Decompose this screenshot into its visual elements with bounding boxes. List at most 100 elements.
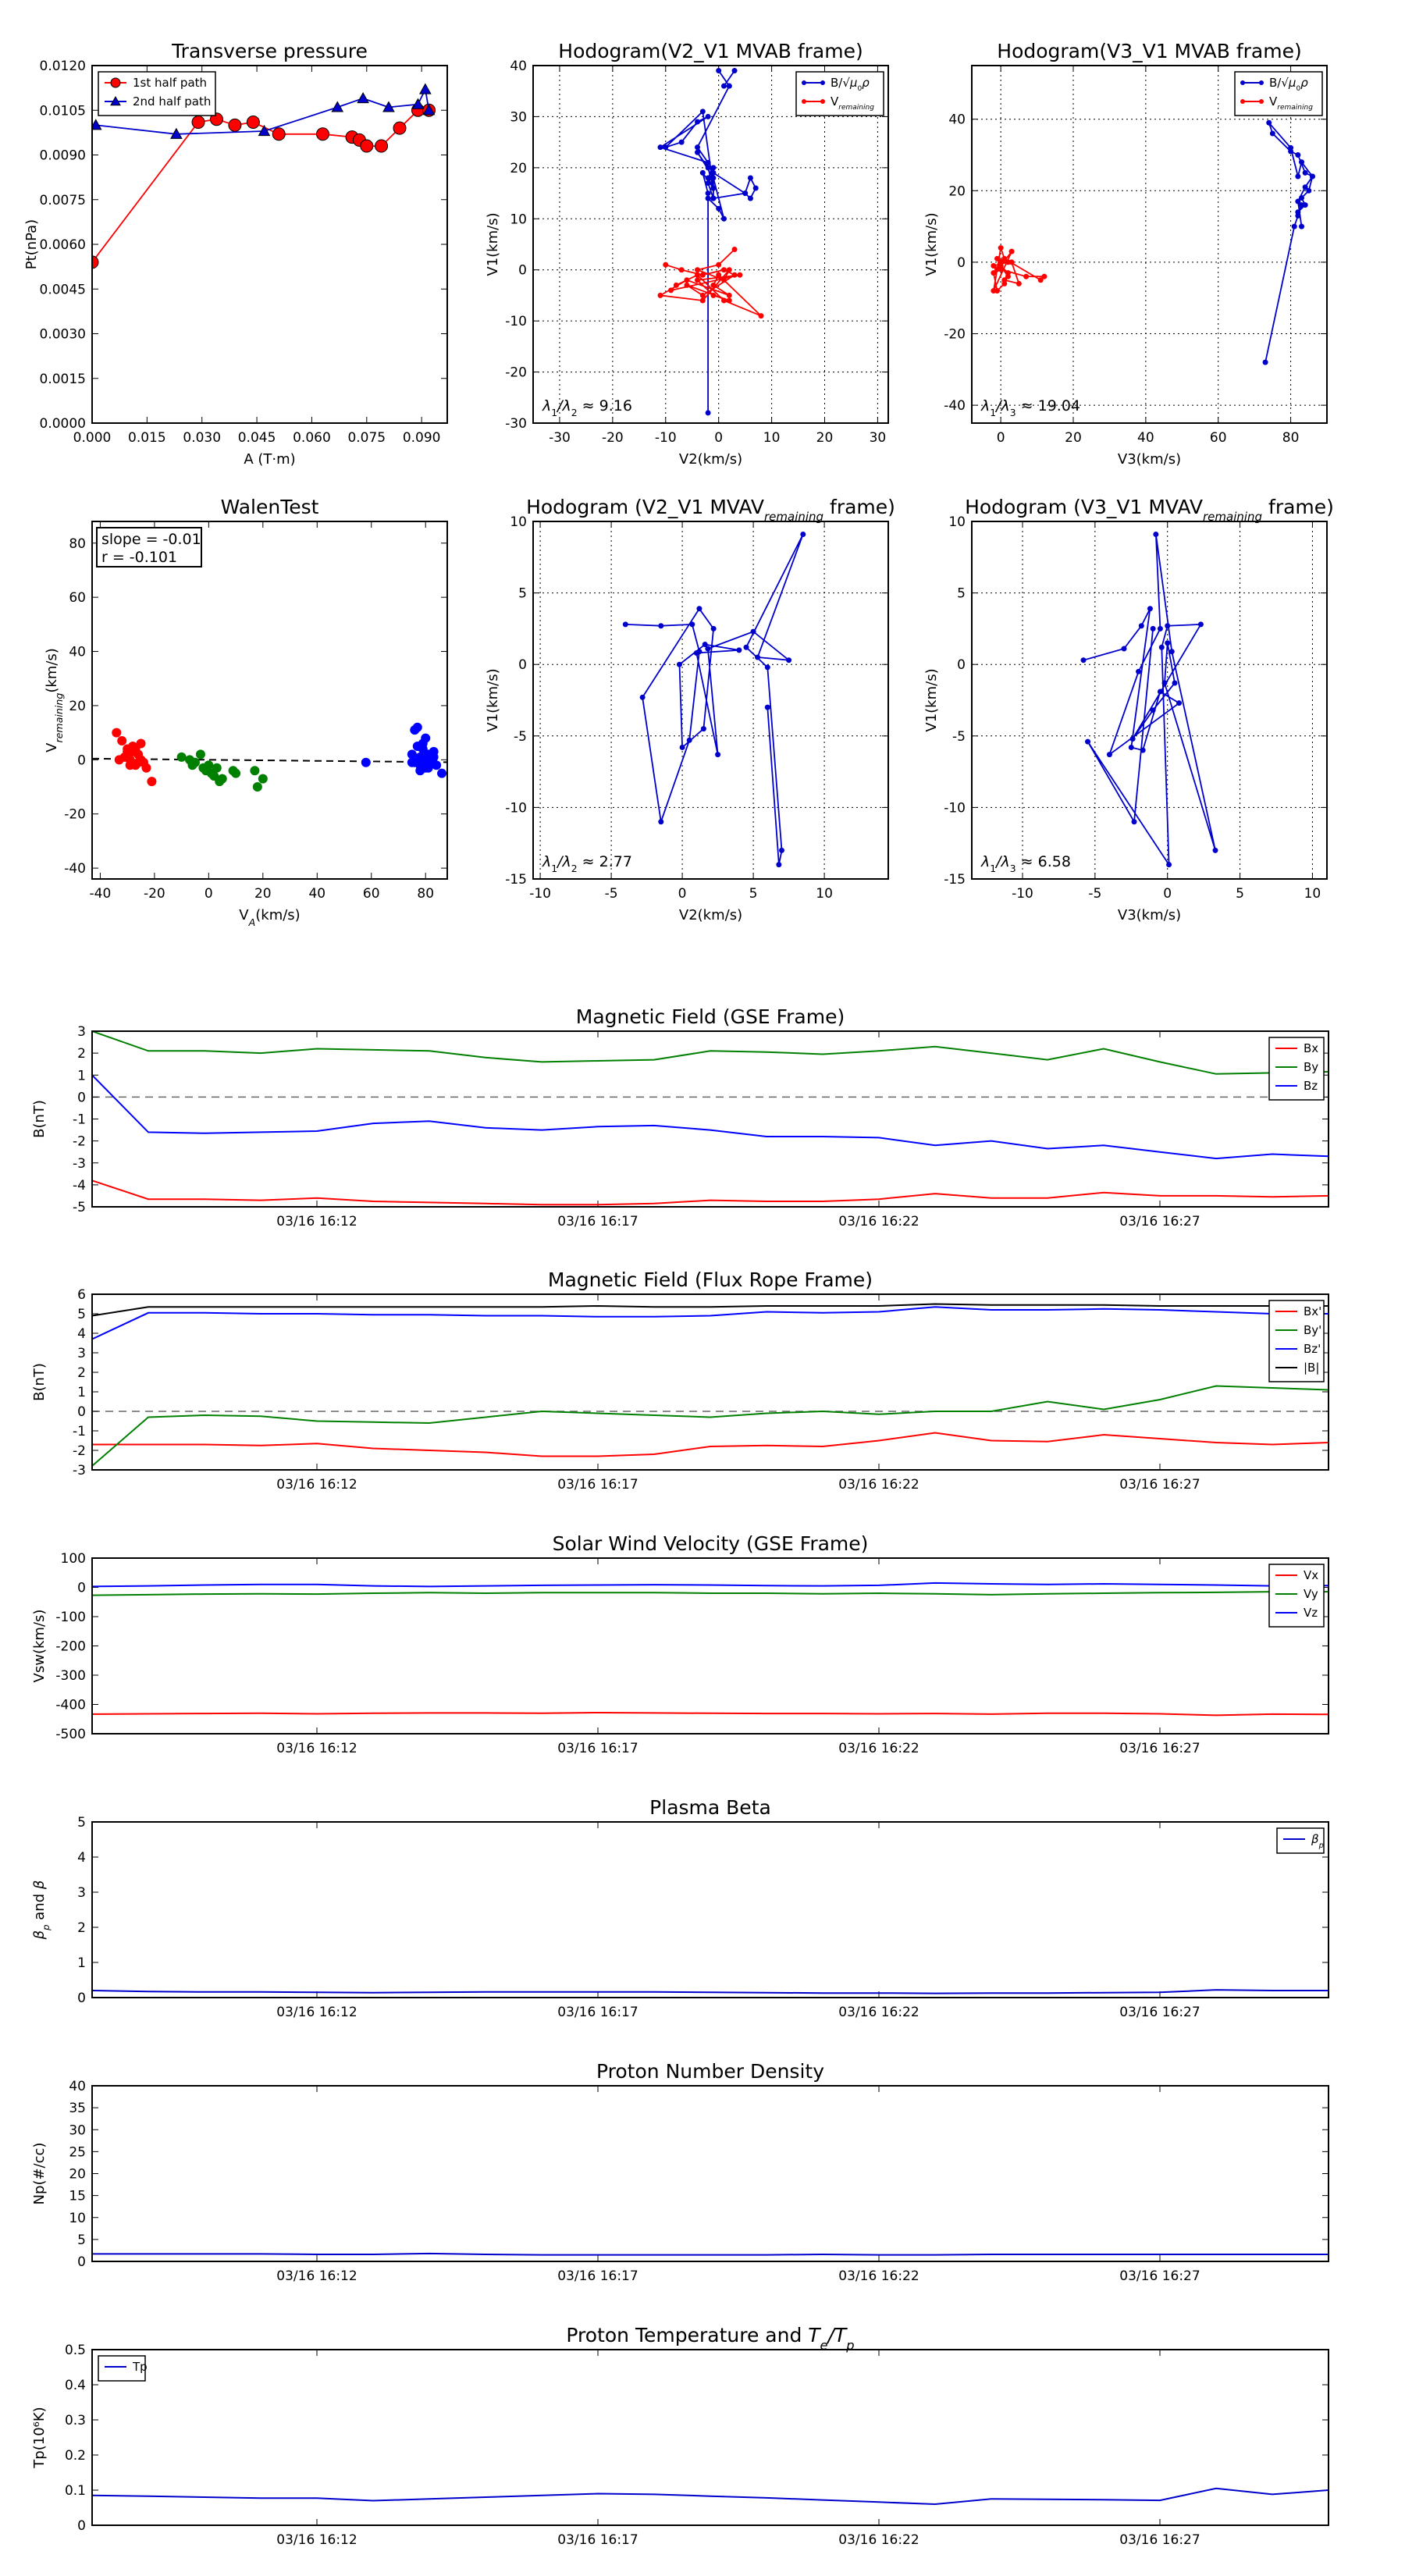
y-tick-label: -3 — [73, 1156, 86, 1172]
data-point — [720, 83, 727, 89]
data-point — [699, 109, 706, 115]
data-point — [1106, 752, 1112, 758]
y-tick-label: -10 — [505, 800, 527, 816]
data-point — [991, 270, 997, 276]
y-tick-label: 0 — [77, 753, 86, 768]
x-tick-label: 20 — [254, 886, 272, 902]
series-vx-line — [92, 1711, 1329, 1717]
data-point — [360, 139, 374, 153]
data-point — [1165, 623, 1171, 629]
plot-area — [92, 1303, 1329, 1467]
plot-frame — [91, 2349, 1329, 2526]
data-point — [731, 68, 738, 74]
y-tick-label: -5 — [952, 729, 966, 745]
panel-walen-test: WalenTest -40 -20 0 20 40 60 80 -40 -20 0 20 40 60 80 V… — [44, 496, 448, 928]
data-point — [125, 760, 135, 770]
legend-marker — [1259, 80, 1264, 85]
legend-marker — [1240, 99, 1245, 104]
x-tick-label: 03/16 16:12 — [276, 1741, 357, 1756]
y-tick-label: 0 — [518, 657, 527, 673]
data-point — [1150, 707, 1156, 713]
data-point — [720, 215, 727, 222]
y-tick-label: 4 — [77, 1326, 86, 1342]
data-point — [991, 288, 997, 294]
data-point — [639, 694, 646, 700]
y-axis-label: Vsw(km/s) — [31, 1610, 48, 1683]
x-tick-label: 03/16 16:22 — [838, 2268, 919, 2284]
data-point — [686, 737, 692, 743]
x-tick-label: 30 — [870, 430, 887, 446]
annotation-box — [96, 527, 202, 568]
x-tick-label: 10 — [816, 886, 833, 902]
data-point — [176, 752, 187, 762]
data-point — [800, 531, 806, 537]
data-point — [1302, 169, 1308, 176]
plot-area — [991, 119, 1315, 365]
y-tick-label: 0 — [77, 1581, 86, 1596]
data-point — [250, 766, 260, 776]
data-point — [779, 847, 784, 853]
data-point — [1161, 680, 1168, 686]
plot-frame — [971, 521, 1328, 880]
data-point — [764, 664, 770, 671]
x-tick-label: 0.045 — [238, 430, 276, 446]
panel-magnetic-field-flux-rope: Magnetic Field (Flux Rope Frame) 03/16 16… — [31, 1268, 1329, 1493]
y-tick-label: 0.4 — [65, 2378, 86, 2393]
data-point — [676, 661, 682, 667]
plot-area — [92, 1582, 1329, 1717]
y-tick-label: 0 — [77, 1991, 86, 2006]
data-point — [1168, 649, 1175, 655]
plot-frame — [91, 1821, 1329, 1998]
data-point — [231, 768, 241, 778]
x-tick-label: 03/16 16:17 — [557, 1477, 638, 1493]
x-axis-label: V2(km/s) — [679, 907, 742, 923]
data-point — [361, 757, 371, 767]
x-tick-label: 03/16 16:17 — [557, 2532, 638, 2548]
x-tick-label: 0.090 — [403, 430, 441, 446]
legend-marker — [110, 77, 121, 88]
y-tick-label: 10 — [510, 212, 527, 227]
data-point — [1172, 680, 1178, 686]
data-point — [764, 704, 770, 710]
data-point — [658, 819, 664, 825]
panel-solar-wind-velocity: Solar Wind Velocity (GSE Frame) 03/16 16:… — [31, 1532, 1329, 1756]
legend-marker — [802, 80, 806, 85]
data-point — [331, 101, 344, 112]
data-point — [1128, 744, 1134, 750]
panel-magnetic-field-gse: Magnetic Field (GSE Frame) 03/16 16:12 03/… — [31, 1005, 1329, 1229]
annotation-line: r = -0.101 — [101, 549, 177, 566]
data-point — [1158, 644, 1165, 650]
data-point — [695, 277, 701, 283]
panel-proton-temperature: Proton Temperature and Te/Tp 03/16 16:12 0… — [31, 2324, 1329, 2548]
data-point — [699, 272, 706, 278]
data-point — [1295, 209, 1301, 215]
y-tick-label: -20 — [505, 365, 527, 381]
data-point — [112, 728, 122, 738]
legend-marker — [820, 99, 825, 104]
plot-area — [92, 2487, 1329, 2506]
x-tick-label: 03/16 16:27 — [1119, 1741, 1200, 1756]
data-point — [375, 139, 389, 153]
y-axis-label: Tp(10⁶K) — [31, 2407, 48, 2468]
data-point — [689, 621, 695, 628]
data-point — [758, 313, 764, 319]
data-point — [187, 760, 197, 770]
data-point — [191, 116, 205, 130]
data-point — [705, 195, 711, 201]
y-tick-label: 2 — [77, 1365, 86, 1381]
data-point — [415, 766, 425, 776]
y-tick-label: 2 — [77, 1920, 86, 1936]
data-point — [421, 733, 431, 743]
data-point — [710, 282, 717, 288]
data-point — [994, 255, 1000, 262]
data-point — [998, 266, 1004, 272]
x-tick-label: 0 — [205, 886, 213, 902]
data-point — [998, 245, 1004, 251]
y-axis-label: V1(km/s) — [485, 668, 501, 731]
y-tick-label: 0 — [518, 263, 527, 279]
data-point — [228, 118, 242, 132]
legend: 1st half path 2nd half path — [98, 71, 216, 116]
x-tick-label: 40 — [1137, 430, 1154, 446]
y-tick-label: -10 — [944, 800, 966, 816]
plot-frame — [91, 2085, 1329, 2262]
